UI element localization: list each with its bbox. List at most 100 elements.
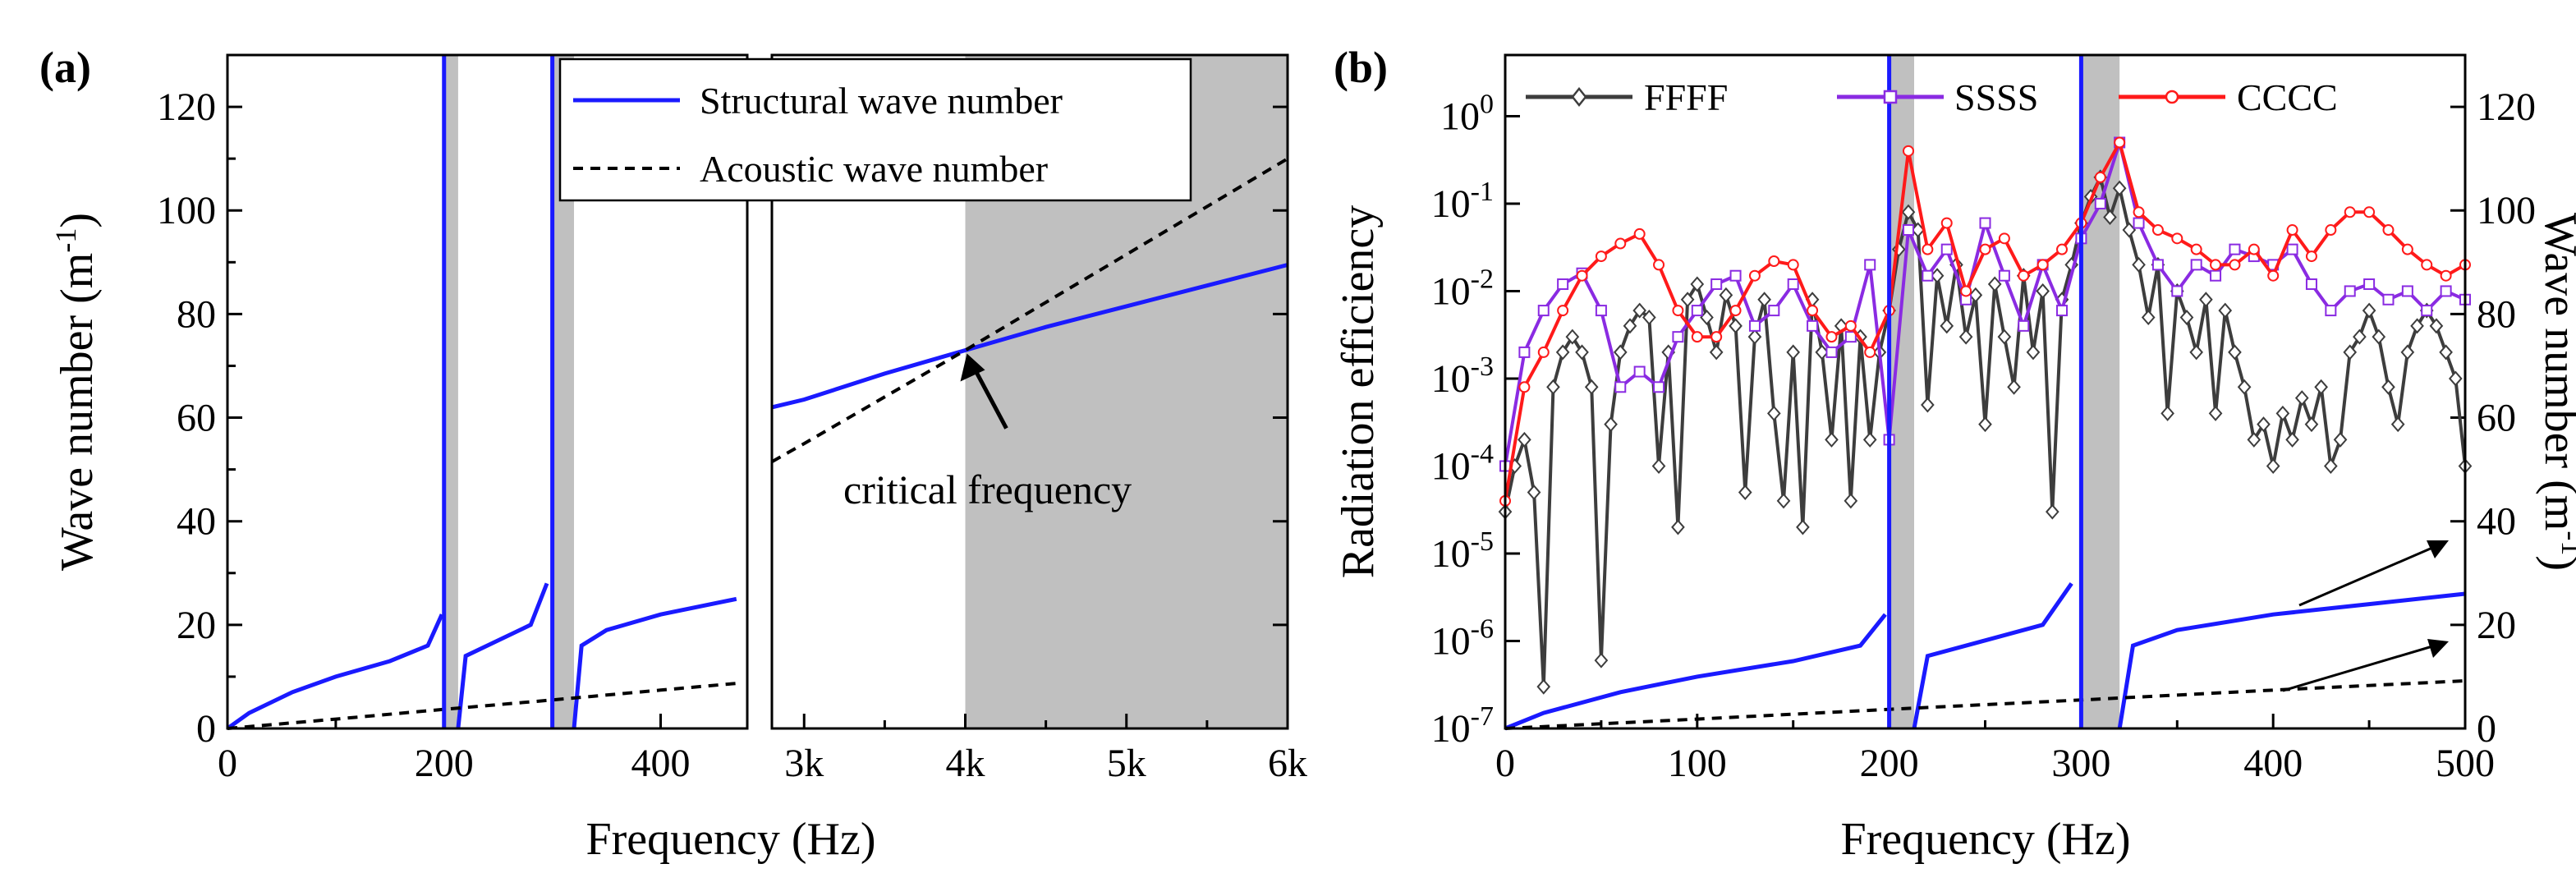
panel-b-line-structural-wave-number-3 <box>2117 591 2466 729</box>
panel-b-marker-ffff-74 <box>2208 405 2223 421</box>
acoustic-pointer-arrow <box>2282 645 2433 692</box>
panel-b-marker-ssss-29 <box>2056 305 2069 317</box>
panel-b-marker-ffff-11 <box>1604 416 1618 433</box>
panel-b-marker-ffff-99 <box>2448 370 2463 387</box>
panel-b-marker-cccc-34 <box>2151 224 2164 237</box>
panel-b-marker-ssss-47 <box>2401 285 2413 297</box>
panel-b-marker-cccc-31 <box>2094 171 2106 183</box>
panel-a-x-tick-label-0: 0 <box>218 742 237 785</box>
panel-b-marker-ffff-81 <box>2275 405 2290 421</box>
panel-b-y-tick-label--2: 10-2 <box>1431 264 1494 313</box>
panel-b-marker-ssss-12 <box>1729 269 1742 282</box>
panel-a-x-axis-title: Frequency (Hz) <box>586 814 876 865</box>
panel-b-marker-ffff-22 <box>1709 344 1724 361</box>
panel-b-marker-ffff-66 <box>2132 256 2146 273</box>
panel-b-x-tick-label-300: 300 <box>2051 742 2110 785</box>
panel-b-marker-ffff-95 <box>2410 318 2424 334</box>
panel-b-marker-cccc-46 <box>2382 224 2395 237</box>
panel-b-marker-cccc-11 <box>1710 331 1723 343</box>
legend-label-acoustic: Acoustic wave number <box>700 148 1048 190</box>
panel-b-marker-ssss-11 <box>1710 278 1723 291</box>
legend-label-structural: Structural wave number <box>700 80 1063 122</box>
panel-b-marker-ssss-45 <box>2363 278 2376 291</box>
panel-b-line-structural-wave-number-2 <box>1912 581 2073 729</box>
panel-b-marker-ffff-16 <box>1651 457 1666 474</box>
panel-b-marker-cccc-33 <box>2133 206 2145 218</box>
panel-b-marker-ssss-2 <box>1537 305 1550 317</box>
panel-b-y2-tick-label-0: 0 <box>2477 707 2496 751</box>
panel-b-marker-ffff-52 <box>1997 329 2012 345</box>
panel-b-line-acoustic-wave-number-1 <box>1504 679 2466 730</box>
panel-b-marker-ffff-55 <box>2026 344 2041 361</box>
panel-b-marker-ssss-26 <box>1998 269 2010 282</box>
panel-b-marker-ssss-17 <box>1825 346 1838 358</box>
panel-b-marker-cccc-36 <box>2190 243 2202 255</box>
panel-b-marker-cccc-48 <box>2421 259 2433 271</box>
panel-b-marker-ffff-42 <box>1901 204 1916 220</box>
panel-b-marker-ssss-23 <box>1940 243 1953 255</box>
panel-b-ticks: 0 100 200 300 400 50010-710-610-510-410-310-2… <box>1431 85 2536 785</box>
panel-b-x-tick-label-500: 500 <box>2436 742 2495 785</box>
panel-b-marker-cccc-25 <box>1979 243 1991 255</box>
panel-b-marker-ffff-77 <box>2237 379 2252 395</box>
panel-b-marker-cccc-21 <box>1902 145 1914 157</box>
panel-b-marker-ffff-49 <box>1968 287 1983 303</box>
panel-a-x-tick-label-4k: 4k <box>946 742 985 785</box>
panel-b-marker-ffff-92 <box>2381 379 2395 395</box>
panel-b-marker-ssss-36 <box>2190 259 2202 271</box>
panel-b-marker-cccc-24 <box>1960 285 1972 297</box>
panel-b-marker-ssss-16 <box>1807 319 1819 332</box>
legend-label-ffff: FFFF <box>1644 76 1728 118</box>
panel-b-x-tick-label-200: 200 <box>1860 742 1919 785</box>
panel-b-marker-ssss-13 <box>1748 319 1761 332</box>
panel-b-y2-tick-label-120: 120 <box>2477 85 2536 129</box>
panel-b-marker-ffff-24 <box>1729 318 1743 334</box>
panel-b-marker-ffff-87 <box>2333 431 2348 448</box>
panel-b-marker-ffff-3 <box>1527 485 1541 501</box>
panel-b-marker-cccc-12 <box>1729 305 1742 317</box>
panel-b-marker-ffff-29 <box>1776 493 1791 509</box>
panel-b-marker-ffff-80 <box>2266 457 2280 474</box>
panel-b-marker-ssss-37 <box>2210 269 2222 282</box>
panel-b-marker-ffff-10 <box>1594 652 1609 669</box>
panel-b-marker-cccc-13 <box>1748 269 1761 282</box>
panel-b-marker-ssss-5 <box>1595 305 1607 317</box>
panel-b-marker-cccc-28 <box>2036 259 2049 271</box>
panel-b-marker-ffff-7 <box>1565 329 1580 345</box>
panel-b-marker-ssss-41 <box>2286 243 2298 255</box>
panel-b-marker-cccc-19 <box>1864 346 1876 358</box>
panel-b-marker-cccc-16 <box>1807 305 1819 317</box>
panel-b-marker-cccc-32 <box>2114 136 2126 149</box>
panel-b-marker-cccc-29 <box>2056 243 2069 255</box>
panel-b-marker-cccc-14 <box>1768 255 1780 267</box>
panel-b-marker-ffff-89 <box>2353 329 2367 345</box>
panel-b-marker-ffff-79 <box>2257 416 2271 433</box>
panel-b-line-structural-wave-number-1 <box>1504 613 1887 731</box>
panel-b-label: (b) <box>1334 43 1388 92</box>
panel-b-marker-ssss-25 <box>1979 217 1991 229</box>
panel-b-marker-ffff-18 <box>1671 519 1685 535</box>
panel-b-marker-cccc-42 <box>2305 250 2317 263</box>
panel-b-marker-ffff-63 <box>2103 209 2117 225</box>
panel-b-marker-cccc-2 <box>1537 346 1550 358</box>
panel-b-marker-ffff-31 <box>1796 519 1810 535</box>
legend-label-ssss: SSSS <box>1954 76 2038 118</box>
panel-b-marker-ffff-46 <box>1940 318 1954 334</box>
panel-b-y2-tick-label-40: 40 <box>2477 500 2516 544</box>
panel-b-marker-ffff-67 <box>2141 310 2156 326</box>
panel-b-marker-ffff-69 <box>2160 405 2174 421</box>
panel-b-marker-cccc-44 <box>2344 206 2356 218</box>
panel-b-shaded-bands <box>1889 55 2120 728</box>
panel-b-marker-ffff-72 <box>2189 344 2204 361</box>
panel-b-marker-ffff-84 <box>2304 416 2319 433</box>
panel-b-marker-ffff-94 <box>2400 344 2415 361</box>
panel-b-marker-ffff-85 <box>2314 379 2328 395</box>
panel-b-marker-ssss-1 <box>1518 346 1531 358</box>
panel-b-marker-ffff-19 <box>1680 292 1695 308</box>
panel-b-y-tick-label--6: 10-6 <box>1431 613 1494 663</box>
panel-b-marker-ffff-8 <box>1575 344 1589 361</box>
panel-b-marker-ssss-33 <box>2133 217 2145 229</box>
panel-b-marker-ffff-56 <box>2036 283 2050 299</box>
panel-a-shaded-band-1 <box>443 55 458 728</box>
panel-b-marker-cccc-23 <box>1940 217 1953 229</box>
